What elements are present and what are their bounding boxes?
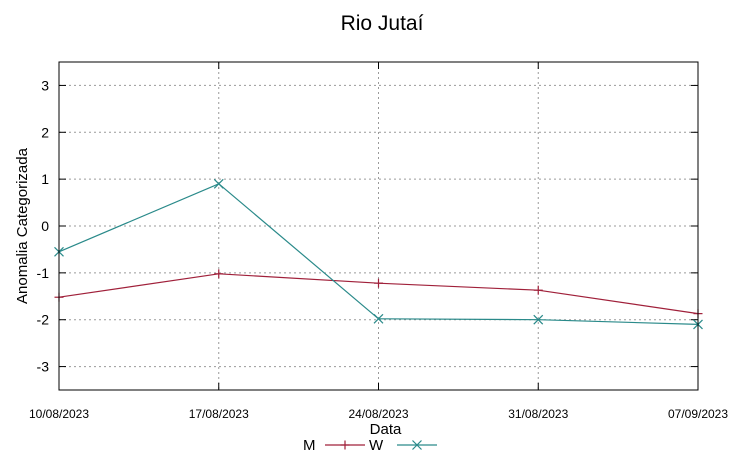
cross-marker	[373, 313, 384, 324]
data-point	[412, 440, 422, 450]
cross-marker	[213, 178, 224, 189]
data-point	[533, 314, 544, 325]
chart-title: Rio Jutaí	[341, 12, 424, 35]
y-tick-label: 3	[41, 77, 49, 93]
x-tick-label: 31/08/2023	[508, 407, 568, 421]
x-tick-label: 24/08/2023	[348, 407, 408, 421]
legend-label-M: M	[303, 437, 316, 454]
series-lines	[54, 178, 703, 330]
data-point	[214, 269, 224, 279]
data-point	[533, 285, 543, 295]
y-tick-label: 0	[41, 218, 49, 234]
plot-frame	[58, 61, 699, 391]
cross-marker	[412, 440, 422, 450]
y-tick-label: 2	[41, 124, 49, 140]
data-point	[374, 278, 383, 288]
data-point	[373, 313, 384, 324]
x-axis-label: Data	[370, 421, 402, 438]
y-axis-label: Anomalia Categorizada	[14, 147, 31, 304]
data-point	[213, 178, 224, 189]
grid-lines	[59, 62, 698, 390]
cross-marker	[533, 314, 544, 325]
y-tick-label: -2	[37, 312, 50, 328]
legend-label-W: W	[369, 437, 384, 454]
data-point	[340, 440, 350, 450]
x-tick-label: 17/08/2023	[189, 407, 249, 421]
y-axis-ticks: 3 2 1 0 -1 -2 -3	[37, 77, 698, 375]
y-tick-label: -1	[37, 265, 50, 281]
y-tick-label: 1	[41, 171, 49, 187]
x-tick-label: 07/09/2023	[668, 407, 728, 421]
y-tick-label: -3	[37, 359, 50, 375]
x-tick-label: 10/08/2023	[29, 407, 89, 421]
